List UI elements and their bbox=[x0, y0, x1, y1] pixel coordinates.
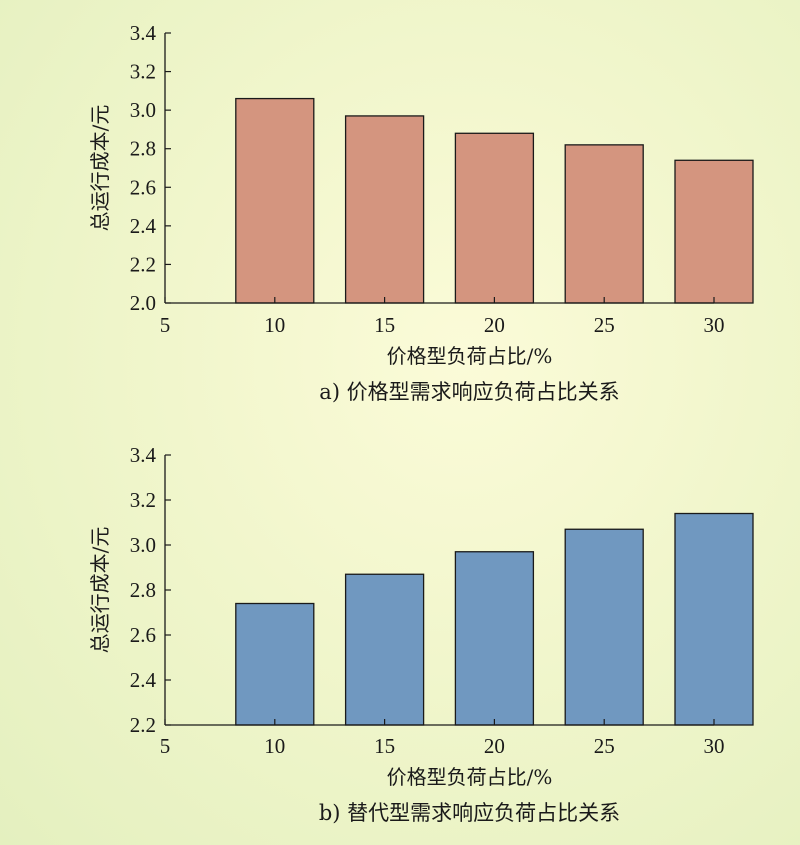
x-tick-label: 25 bbox=[594, 734, 615, 758]
y-tick-label: 2.0 bbox=[130, 291, 156, 315]
chart-panel-b: 2.2 2.4 2.6 2.8 3.0 3.2 3.4 5 10 15 20 25 30 价格型负荷占比/… bbox=[88, 443, 754, 825]
x-tick-label: 20 bbox=[484, 734, 505, 758]
bar-10 bbox=[235, 602, 315, 726]
x-axis-title: 价格型负荷占比/% bbox=[387, 765, 553, 789]
x-tick-label: 5 bbox=[160, 313, 171, 337]
bar-25 bbox=[564, 528, 644, 726]
y-tick-label: 2.4 bbox=[130, 668, 157, 692]
bar-30 bbox=[674, 159, 754, 304]
y-tick-label: 3.0 bbox=[130, 533, 156, 557]
y-tick-label: 2.6 bbox=[130, 175, 156, 199]
y-tick-label: 3.2 bbox=[130, 60, 156, 84]
x-tick-label: 10 bbox=[264, 313, 285, 337]
y-axis-title: 总运行成本/元 bbox=[88, 105, 112, 232]
y-tick-label: 2.6 bbox=[130, 623, 156, 647]
figure-caption: b) 替代型需求响应负荷占比关系 bbox=[319, 801, 620, 825]
x-tick-label: 30 bbox=[704, 734, 725, 758]
y-tick-label: 2.4 bbox=[130, 214, 157, 238]
bar-10 bbox=[235, 97, 315, 304]
chart-panel-a: 2.0 2.2 2.4 2.6 2.8 3.0 3.2 3.4 5 10 15 20 25 30 价格型负荷… bbox=[88, 21, 754, 404]
x-tick-label: 5 bbox=[160, 734, 171, 758]
bar-25 bbox=[564, 144, 644, 304]
y-tick-label: 3.4 bbox=[130, 21, 157, 45]
y-tick-label: 2.8 bbox=[130, 137, 156, 161]
x-tick-label: 10 bbox=[264, 734, 285, 758]
x-tick-label: 15 bbox=[374, 734, 395, 758]
bar-20 bbox=[454, 551, 535, 726]
y-axis-title: 总运行成本/元 bbox=[88, 527, 112, 654]
x-tick-label: 20 bbox=[484, 313, 505, 337]
y-tick-label: 3.4 bbox=[130, 443, 157, 467]
x-tick-label: 30 bbox=[704, 313, 725, 337]
x-tick-label: 25 bbox=[594, 313, 615, 337]
bar-15 bbox=[344, 115, 425, 304]
y-tick-label: 2.2 bbox=[130, 713, 156, 737]
figure-caption: a) 价格型需求响应负荷占比关系 bbox=[319, 380, 619, 404]
y-tick-label: 2.8 bbox=[130, 578, 156, 602]
y-tick-label: 2.2 bbox=[130, 252, 156, 276]
y-tick-label: 3.2 bbox=[130, 488, 156, 512]
y-tick-label: 3.0 bbox=[130, 98, 156, 122]
x-tick-label: 15 bbox=[374, 313, 395, 337]
x-axis-title: 价格型负荷占比/% bbox=[387, 344, 553, 368]
bar-15 bbox=[344, 573, 425, 726]
bar-30 bbox=[674, 512, 754, 726]
bar-20 bbox=[454, 132, 535, 304]
